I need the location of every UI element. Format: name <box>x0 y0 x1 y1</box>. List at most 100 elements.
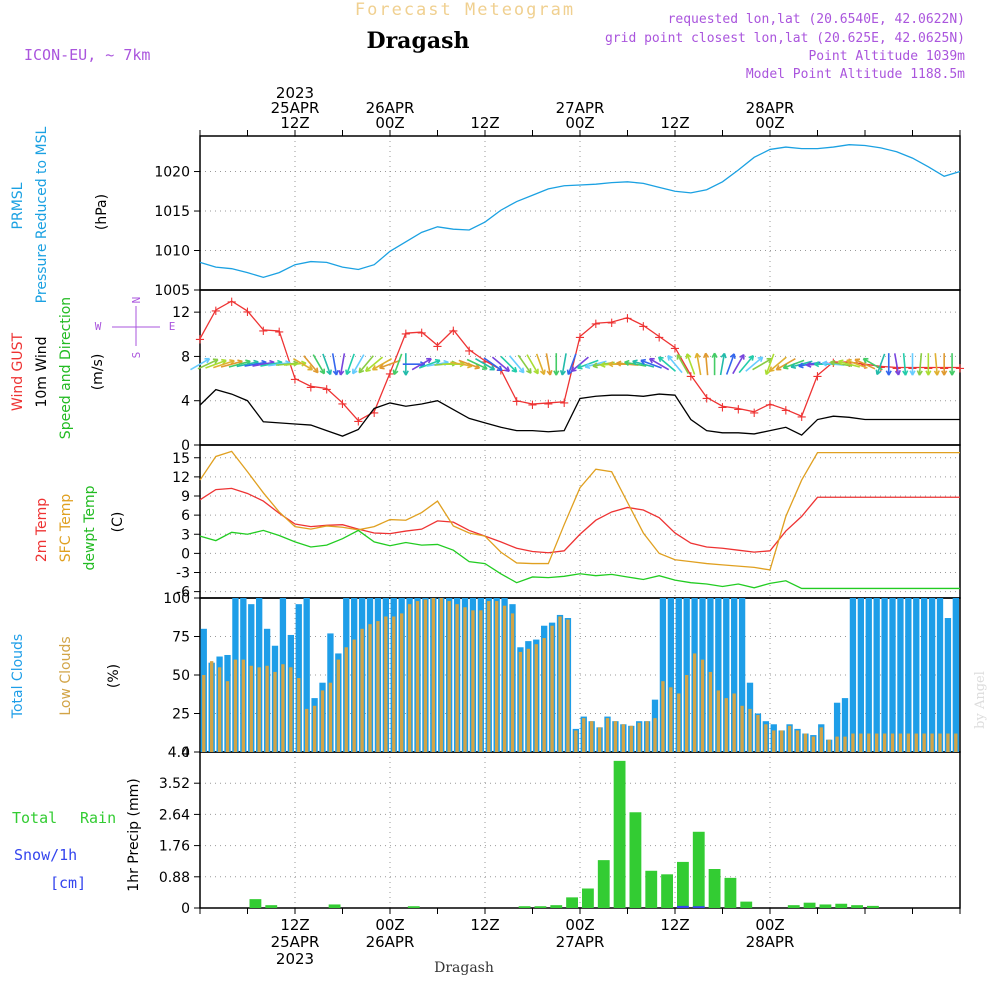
wind-arrow-head <box>285 360 291 364</box>
bottom-time-label: 28APR <box>746 933 795 951</box>
low-cloud-bar <box>843 736 847 752</box>
wind-arrow <box>885 353 892 376</box>
low-cloud-bar <box>582 718 586 752</box>
wind-arrow-head <box>335 370 339 376</box>
top-time-label: 26APR <box>366 99 415 117</box>
compass-w: W <box>95 320 102 333</box>
total-cloud-bar <box>675 598 682 752</box>
wind-arrow-shaft <box>260 361 283 367</box>
low-cloud-bar <box>954 733 958 752</box>
rain-bar <box>582 888 594 908</box>
low-cloud-bar <box>273 671 277 752</box>
wind-arrow-head <box>769 369 775 373</box>
bottom-time-label: 26APR <box>366 933 415 951</box>
wind-arrow-shaft <box>696 353 702 376</box>
wind-arrow <box>702 352 710 376</box>
wind-arrow-shaft <box>686 353 696 375</box>
wind-arrow-head <box>514 366 518 373</box>
y-tick-label: 1.76 <box>159 839 190 855</box>
wind-arrow <box>364 356 384 373</box>
wind-arrow-head <box>316 367 319 373</box>
low-cloud-bar <box>352 639 356 752</box>
wind-arrow-head <box>253 359 259 363</box>
low-cloud-bar <box>613 721 618 752</box>
bottom-time-label: 12Z <box>280 916 309 934</box>
low-cloud-bar <box>882 733 887 752</box>
low-cloud-bar <box>202 675 206 752</box>
wind-arrow <box>745 356 764 372</box>
panel-frame <box>199 751 961 909</box>
wind-arrow-shaft <box>345 353 355 375</box>
wind-arrow-head <box>640 359 645 365</box>
y-tick-label: 0 <box>181 438 190 454</box>
wind-arrow-shaft <box>197 358 219 370</box>
wind-arrow-head <box>405 370 409 376</box>
low-cloud-bar <box>677 693 681 752</box>
wind-arrow-head <box>329 369 332 375</box>
gust-point: + <box>543 397 554 412</box>
wind-arrow-head <box>862 358 867 364</box>
wind-arrow <box>197 358 219 370</box>
low-cloud-bar <box>336 659 340 752</box>
wind-arrow <box>685 353 696 375</box>
low-cloud-bar <box>439 598 443 752</box>
low-cloud-bar <box>946 733 950 752</box>
wind-arrow-shaft <box>379 359 401 369</box>
low-cloud-bar <box>257 667 261 752</box>
bottom-time-label: 00Z <box>375 916 404 934</box>
wind-arrow <box>640 358 662 369</box>
gust-point: + <box>258 324 269 339</box>
wind-arrow-head <box>459 361 465 365</box>
wind-arrow-shaft <box>526 354 539 375</box>
wind-arrow <box>648 357 670 371</box>
rain-bar <box>661 874 673 908</box>
low-cloud-bar <box>487 601 491 752</box>
wind-arrow-head <box>571 369 577 373</box>
wind-arrow <box>379 359 401 370</box>
wind-arrow-shaft <box>365 356 384 372</box>
gust-point: + <box>606 316 617 331</box>
wind-arrow <box>941 353 948 376</box>
rain-bar <box>566 897 578 908</box>
low-cloud-bar <box>281 664 285 752</box>
gust-point: + <box>780 404 791 419</box>
wind-arrow-shaft <box>667 355 683 374</box>
low-cloud-bar <box>368 624 372 752</box>
wind-arrow-head <box>393 370 399 376</box>
total-cloud-bar <box>857 598 864 752</box>
wind-arrow <box>500 355 518 373</box>
rain-bar <box>708 869 721 908</box>
wind-arrow <box>517 354 532 374</box>
bottom-time-label: 00Z <box>565 916 594 934</box>
wind-arrow-shaft <box>640 359 662 369</box>
rain-bar <box>550 905 563 908</box>
wind-arrow-head <box>943 370 948 376</box>
low-cloud-bar <box>930 733 934 752</box>
wind-arrow-head <box>379 367 385 370</box>
wind-arrow-shaft <box>752 357 773 371</box>
total-cloud-bar <box>715 598 722 752</box>
dewpt-line <box>199 529 960 590</box>
wind-arrow <box>559 353 567 376</box>
gust-point: + <box>432 339 443 354</box>
wind-arrow-shaft <box>854 358 876 370</box>
wind-arrow-head <box>346 370 351 376</box>
rain-bar <box>613 760 626 908</box>
wind-arrow-head <box>936 370 940 376</box>
wind-arrow-head <box>951 370 956 376</box>
wind-arrow-head <box>918 370 923 376</box>
low-cloud-bar <box>423 599 428 752</box>
wind-arrow <box>711 352 718 376</box>
low-cloud-bar <box>914 733 918 752</box>
gust-point: + <box>955 362 966 377</box>
low-cloud-bar <box>795 730 800 752</box>
wind-arrow-shaft <box>411 357 432 371</box>
y-tick-label: 12 <box>172 470 190 486</box>
wind-arrow-head <box>748 355 754 359</box>
low-cloud-bar <box>479 610 483 752</box>
wind-arrow-head <box>498 365 503 371</box>
wind-arrow-head <box>339 370 345 376</box>
wind-arrow-shaft <box>732 354 745 375</box>
gust-point: + <box>860 358 871 373</box>
